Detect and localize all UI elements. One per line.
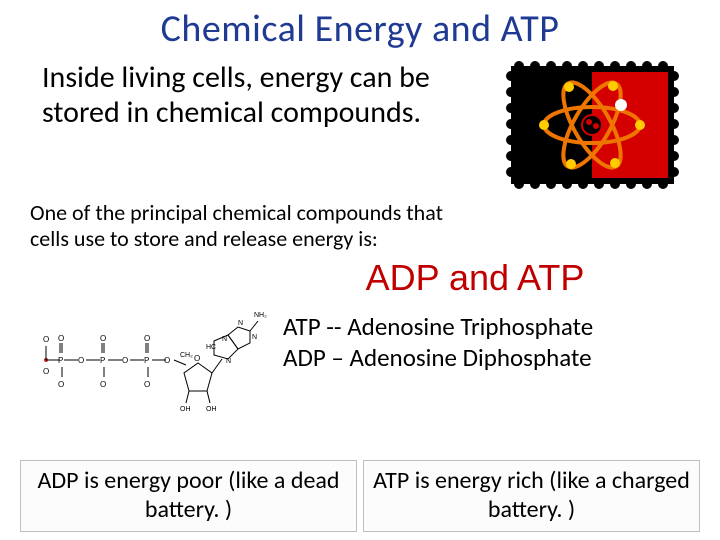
svg-text:P: P — [100, 356, 105, 365]
svg-text:O: O — [144, 334, 150, 343]
intro-text: Inside living cells, energy can be store… — [42, 60, 505, 131]
atp-definition: ATP -- Adenosine Triphosphate — [283, 311, 593, 342]
svg-text:CH₂: CH₂ — [180, 352, 193, 359]
svg-text:HC: HC — [206, 344, 216, 351]
atom-stamp-graphic — [505, 60, 680, 190]
svg-text:N: N — [252, 334, 257, 341]
definitions: ATP -- Adenosine Triphosphate ADP – Aden… — [273, 305, 593, 374]
svg-text:N: N — [222, 336, 227, 343]
svg-text:O: O — [43, 367, 49, 376]
adp-definition: ADP – Adenosine Diphosphate — [283, 342, 593, 373]
page-title: Chemical Energy and ATP — [0, 0, 720, 52]
svg-text:NH₂: NH₂ — [254, 312, 267, 319]
subtext: One of the principal chemical compounds … — [0, 190, 460, 253]
atp-molecule-diagram: O O P O P O O O O O P O O O CH — [28, 305, 273, 415]
svg-text:O: O — [122, 356, 128, 365]
svg-text:O: O — [144, 380, 150, 389]
bottom-cards: ADP is energy poor (like a dead battery.… — [20, 460, 700, 532]
svg-text:O: O — [58, 380, 64, 389]
atp-card: ATP is energy rich (like a charged batte… — [363, 460, 700, 532]
svg-text:O: O — [100, 334, 106, 343]
adp-atp-heading: ADP and ATP — [0, 257, 720, 299]
svg-text:P: P — [144, 356, 149, 365]
svg-text:O: O — [194, 354, 200, 363]
svg-text:N: N — [238, 320, 243, 327]
svg-text:O: O — [58, 334, 64, 343]
mid-row: O O P O P O O O O O P O O O CH — [0, 299, 720, 415]
intro-row: Inside living cells, energy can be store… — [0, 52, 720, 190]
svg-text:N: N — [226, 358, 231, 365]
svg-text:P: P — [58, 356, 63, 365]
svg-text:O: O — [43, 335, 49, 344]
svg-text:O: O — [78, 356, 84, 365]
svg-text:O: O — [164, 356, 170, 365]
svg-text:O: O — [100, 380, 106, 389]
svg-text:OH: OH — [180, 406, 191, 413]
adp-card: ADP is energy poor (like a dead battery.… — [20, 460, 357, 532]
svg-text:OH: OH — [206, 406, 217, 413]
